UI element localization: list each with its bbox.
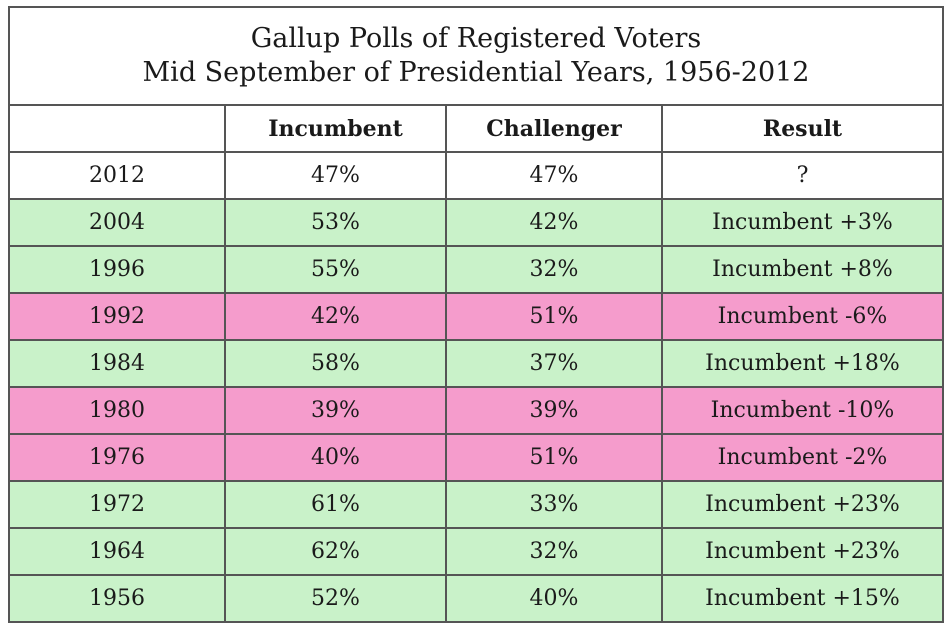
table-body: 2012 47% 47%? 2004 53% 42% Incumbent +3% 1996 55… <box>8 151 945 623</box>
cell-year: 2004 <box>8 198 226 247</box>
cell-challenger: 33% <box>445 480 663 529</box>
cell-year: 1972 <box>8 480 226 529</box>
cell-result: Incumbent +23% <box>660 527 945 576</box>
cell-result: Incumbent -10% <box>660 386 945 435</box>
cell-challenger: 39% <box>445 386 663 435</box>
cell-year: 1992 <box>8 292 226 341</box>
cell-result: Incumbent +23% <box>660 480 945 529</box>
column-header-challenger: Challenger <box>445 104 663 153</box>
cell-challenger: 32% <box>445 527 663 576</box>
column-header-result: Result <box>660 104 945 153</box>
cell-challenger: 42% <box>445 198 663 247</box>
cell-year: 2012 <box>8 151 226 200</box>
column-header-row: Incumbent Challenger Result <box>8 104 945 153</box>
table-title-cell: Gallup Polls of Registered Voters Mid Se… <box>7 6 945 106</box>
table-row: 1976 40% 51% Incumbent -2% <box>8 433 945 482</box>
cell-incumbent: 62% <box>224 527 447 576</box>
table-row: 2012 47% 47%? <box>8 151 945 200</box>
table-row: 1964 62% 32% Incumbent +23% <box>8 527 945 576</box>
cell-year: 1980 <box>8 386 226 435</box>
cell-incumbent: 47% <box>224 151 447 200</box>
cell-challenger: 40% <box>445 574 663 623</box>
column-header-incumbent: Incumbent <box>224 104 447 153</box>
cell-incumbent: 52% <box>224 574 447 623</box>
table-subtitle: Mid September of Presidential Years, 195… <box>142 57 810 88</box>
table-row: 1956 52% 40% Incumbent +15% <box>8 574 945 623</box>
table-row: 1980 39% 39% Incumbent -10% <box>8 386 945 435</box>
cell-year: 1976 <box>8 433 226 482</box>
cell-result: Incumbent +15% <box>660 574 945 623</box>
table-title: Gallup Polls of Registered Voters <box>250 23 702 54</box>
gallup-poll-table: Gallup Polls of Registered Voters Mid Se… <box>7 6 945 623</box>
cell-challenger: 51% <box>445 433 663 482</box>
table-row: 1996 55% 32% Incumbent +8% <box>8 245 945 294</box>
cell-incumbent: 61% <box>224 480 447 529</box>
table-row: 1992 42% 51% Incumbent -6% <box>8 292 945 341</box>
cell-year: 1964 <box>8 527 226 576</box>
table-row: 1984 58% 37% Incumbent +18% <box>8 339 945 388</box>
cell-incumbent: 53% <box>224 198 447 247</box>
column-header-year <box>8 104 226 153</box>
cell-year: 1984 <box>8 339 226 388</box>
cell-result: ? <box>660 151 945 200</box>
table-row: 2004 53% 42% Incumbent +3% <box>8 198 945 247</box>
title-row: Gallup Polls of Registered Voters Mid Se… <box>7 6 945 106</box>
cell-challenger: 32% <box>445 245 663 294</box>
cell-result: Incumbent +8% <box>660 245 945 294</box>
cell-result: Incumbent -6% <box>660 292 945 341</box>
cell-challenger: 37% <box>445 339 663 388</box>
cell-incumbent: 55% <box>224 245 447 294</box>
cell-challenger: 51% <box>445 292 663 341</box>
cell-result: Incumbent +18% <box>660 339 945 388</box>
table-row: 1972 61% 33% Incumbent +23% <box>8 480 945 529</box>
cell-result: Incumbent -2% <box>660 433 945 482</box>
cell-incumbent: 40% <box>224 433 447 482</box>
cell-year: 1956 <box>8 574 226 623</box>
cell-result: Incumbent +3% <box>660 198 945 247</box>
cell-challenger: 47% <box>445 151 663 200</box>
cell-incumbent: 58% <box>224 339 447 388</box>
cell-year: 1996 <box>8 245 226 294</box>
cell-incumbent: 39% <box>224 386 447 435</box>
cell-incumbent: 42% <box>224 292 447 341</box>
